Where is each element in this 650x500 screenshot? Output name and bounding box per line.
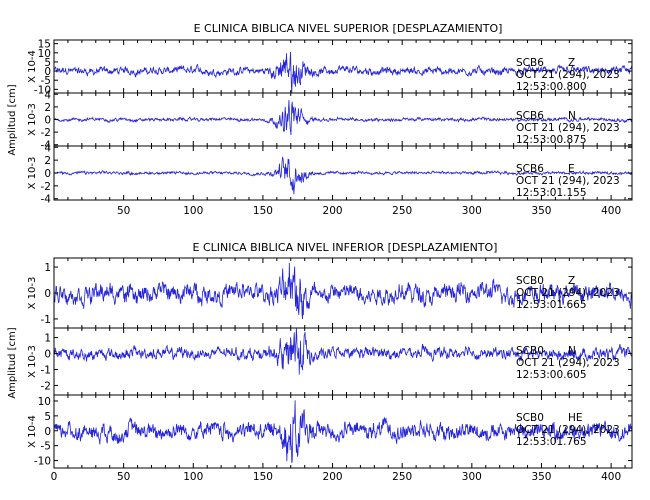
y-tick-label: -1 bbox=[41, 314, 51, 326]
y-scale-label: X 10-3 bbox=[27, 277, 38, 310]
y-tick-label: 15 bbox=[38, 39, 51, 51]
y-scale-label: X 10-3 bbox=[27, 103, 38, 136]
x-tick-label: 50 bbox=[117, 471, 130, 483]
station-code: SCB0 bbox=[516, 275, 544, 287]
y-tick-label: -5 bbox=[41, 75, 51, 87]
record-time: 12:53:01.665 bbox=[516, 299, 587, 311]
x-tick-label: 250 bbox=[392, 205, 412, 217]
x-tick-label: 350 bbox=[531, 471, 551, 483]
y-scale-label: X 10-3 bbox=[27, 345, 38, 378]
y-scale-label: X 10-4 bbox=[27, 50, 38, 83]
waveform-trace bbox=[53, 262, 633, 319]
component-code: N bbox=[568, 110, 576, 122]
component-code: HE bbox=[568, 412, 583, 424]
station-code: SCB0 bbox=[516, 412, 544, 424]
record-time: 12:53:00.800 bbox=[516, 81, 587, 93]
station-code: SCB6 bbox=[516, 57, 544, 69]
record-date: OCT 21 (294), 2023 bbox=[516, 357, 620, 369]
y-tick-label: 10 bbox=[38, 396, 51, 408]
y-tick-label: -1 bbox=[41, 364, 51, 376]
station-code: SCB6 bbox=[516, 163, 544, 175]
y-tick-label: 2 bbox=[44, 102, 51, 114]
x-tick-label: 250 bbox=[392, 471, 412, 483]
y-tick-label: -4 bbox=[41, 140, 52, 152]
record-date: OCT 21 (294), 2023 bbox=[516, 287, 620, 299]
chart-title-superior: E CLINICA BIBLICA NIVEL SUPERIOR [DESPLA… bbox=[194, 22, 503, 35]
y-tick-label: 10 bbox=[38, 48, 51, 60]
y-tick-label: -10 bbox=[34, 84, 51, 96]
y-tick-label: 5 bbox=[44, 57, 51, 69]
y-tick-label: 1 bbox=[44, 333, 51, 345]
y-tick-label: 0 bbox=[44, 66, 51, 78]
x-tick-label: 350 bbox=[531, 205, 551, 217]
y-tick-label: -10 bbox=[34, 456, 51, 468]
station-code: SCB6 bbox=[516, 110, 544, 122]
x-tick-label: 100 bbox=[183, 205, 203, 217]
station-code: SCB0 bbox=[516, 345, 544, 357]
record-time: 12:53:01.155 bbox=[516, 187, 587, 199]
y-tick-label: -2 bbox=[41, 380, 51, 392]
y-tick-label: 0 bbox=[44, 115, 51, 127]
y-tick-label: 1 bbox=[44, 262, 51, 274]
x-tick-label: 150 bbox=[253, 205, 273, 217]
y-tick-label: 2 bbox=[44, 155, 51, 167]
y-tick-label: -2 bbox=[41, 181, 51, 193]
y-tick-label: 0 bbox=[44, 349, 51, 361]
record-time: 12:53:01.765 bbox=[516, 436, 587, 448]
x-tick-label: 400 bbox=[601, 205, 621, 217]
component-code: N bbox=[568, 345, 576, 357]
y-axis-label: Amplitud [cm] bbox=[7, 327, 18, 398]
component-code: Z bbox=[568, 57, 575, 69]
y-tick-label: 5 bbox=[44, 411, 51, 423]
waveform-trace bbox=[53, 328, 633, 375]
x-tick-label: 300 bbox=[462, 205, 482, 217]
record-date: OCT 21 (294), 2023 bbox=[516, 122, 620, 134]
x-tick-label: 50 bbox=[117, 205, 130, 217]
component-code: E bbox=[568, 163, 575, 175]
y-tick-label: 0 bbox=[44, 426, 51, 438]
y-scale-label: X 10-4 bbox=[27, 415, 38, 448]
waveform-trace bbox=[53, 156, 633, 195]
x-tick-label: 100 bbox=[183, 471, 203, 483]
x-tick-label: 400 bbox=[601, 471, 621, 483]
record-date: OCT 21 (294), 2023 bbox=[516, 175, 620, 187]
component-code: Z bbox=[568, 275, 575, 287]
y-tick-label: 0 bbox=[44, 168, 51, 180]
record-date: OCT 21 (294), 2023 bbox=[516, 69, 620, 81]
record-date: OCT 21 (294), 2023 bbox=[516, 424, 620, 436]
waveform-trace bbox=[53, 400, 633, 463]
x-tick-label: 0 bbox=[51, 471, 58, 483]
x-tick-label: 300 bbox=[462, 471, 482, 483]
y-axis-label: Amplitud [cm] bbox=[7, 84, 18, 155]
record-time: 12:53:00.605 bbox=[516, 369, 587, 381]
x-tick-label: 200 bbox=[323, 471, 343, 483]
y-scale-label: X 10-3 bbox=[27, 157, 38, 190]
y-tick-label: -4 bbox=[41, 194, 52, 206]
x-tick-label: 200 bbox=[323, 205, 343, 217]
chart-title-inferior: E CLINICA BIBLICA NIVEL INFERIOR [DESPLA… bbox=[193, 241, 498, 254]
x-tick-label: 150 bbox=[253, 471, 273, 483]
y-tick-label: -2 bbox=[41, 127, 51, 139]
y-tick-label: 4 bbox=[44, 142, 51, 154]
record-time: 12:53:00.875 bbox=[516, 134, 587, 146]
y-tick-label: 0 bbox=[44, 288, 51, 300]
waveform-trace bbox=[53, 51, 633, 94]
y-tick-label: -5 bbox=[41, 441, 51, 453]
y-tick-label: 4 bbox=[44, 89, 51, 101]
waveform-trace bbox=[53, 100, 633, 136]
panel-frame bbox=[53, 394, 633, 469]
